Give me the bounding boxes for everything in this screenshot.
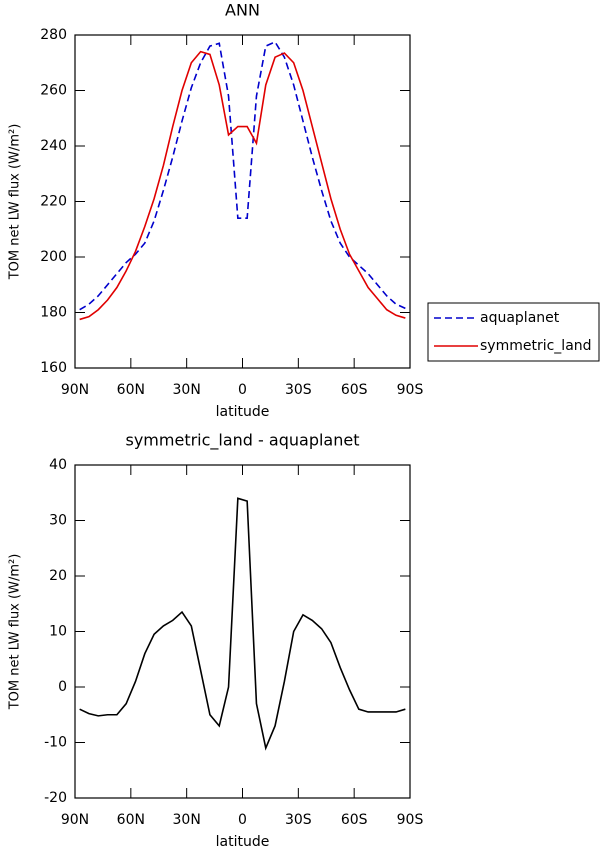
data-line [79,40,406,311]
x-tick-label: 0 [238,382,247,398]
x-tick-label: 60S [341,382,368,398]
x-tick-label: 90S [397,812,424,828]
y-tick-label: -10 [44,735,67,751]
y-tick-label: 240 [40,138,67,154]
plot-frame [74,464,411,799]
x-axis-label: latitude [216,834,270,850]
y-tick-label: -20 [44,790,67,806]
y-axis-label: TOM net LW flux (W/m²) [8,554,23,711]
chart-title: symmetric_land - aquaplanet [126,431,360,451]
y-tick-label: 0 [58,679,67,695]
x-tick-label: 30S [285,812,312,828]
x-axis-label: latitude [216,404,270,420]
legend-label: aquaplanet [480,310,560,326]
y-tick-label: 160 [40,360,67,376]
x-tick-label: 60N [117,382,145,398]
y-tick-label: 220 [40,194,67,210]
y-axis-label: TOM net LW flux (W/m²) [8,124,23,281]
x-tick-label: 0 [238,812,247,828]
x-tick-label: 60N [117,812,145,828]
plot-frame [74,34,411,369]
data-line [79,50,406,321]
data-line [79,497,406,751]
x-tick-label: 30N [173,382,201,398]
x-tick-label: 30S [285,382,312,398]
y-tick-label: 10 [49,624,67,640]
x-tick-label: 90N [61,812,89,828]
y-tick-label: 200 [40,249,67,265]
y-tick-label: 40 [49,457,67,473]
x-tick-label: 90N [61,382,89,398]
legend-label: symmetric_land [480,338,592,354]
y-tick-label: 30 [49,513,67,529]
x-tick-label: 90S [397,382,424,398]
y-tick-label: 280 [40,27,67,43]
x-tick-label: 60S [341,812,368,828]
x-tick-label: 30N [173,812,201,828]
legend-box [427,302,600,362]
y-tick-label: 20 [49,568,67,584]
chart-title: ANN [225,1,260,20]
y-tick-label: 180 [40,305,67,321]
y-tick-label: 260 [40,83,67,99]
